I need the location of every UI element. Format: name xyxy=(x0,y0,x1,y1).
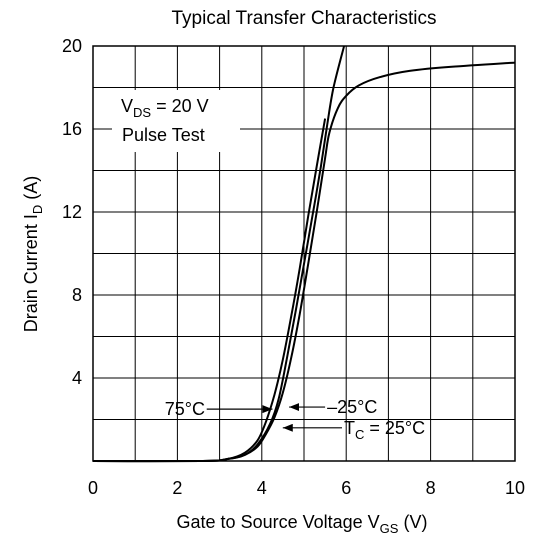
annotation-75c: 75°C xyxy=(165,399,273,419)
x-tick-label: 8 xyxy=(426,478,436,498)
y-tick-label: 12 xyxy=(62,202,82,222)
annotation-25c: TC = 25°C xyxy=(282,418,425,442)
conditions-box xyxy=(112,90,240,152)
condition-vds: VDS = 20 V xyxy=(121,96,209,120)
y-tick-label: 20 xyxy=(62,36,82,56)
annotation-label: –25°C xyxy=(327,397,377,417)
annotation-minus25c: –25°C xyxy=(289,397,377,417)
condition-pulse-test: Pulse Test xyxy=(122,125,205,145)
x-tick-label: 6 xyxy=(341,478,351,498)
x-tick-label: 0 xyxy=(88,478,98,498)
x-tick-label: 10 xyxy=(505,478,525,498)
tick-labels: 0 2 4 6 8 10 4 8 12 16 20 xyxy=(62,36,525,498)
x-axis-label: Gate to Source Voltage VGS (V) xyxy=(177,512,428,536)
y-tick-label: 8 xyxy=(72,285,82,305)
curve-25c xyxy=(92,61,516,463)
x-tick-label: 2 xyxy=(172,478,182,498)
y-axis-label: Drain Current ID (A) xyxy=(21,176,45,332)
plot-frame xyxy=(92,45,516,462)
annotation-label: TC = 25°C xyxy=(344,418,425,442)
y-tick-label: 4 xyxy=(72,368,82,388)
curves xyxy=(92,45,516,463)
curve-75c xyxy=(92,118,327,463)
y-tick-label: 16 xyxy=(62,119,82,139)
annotation-label: 75°C xyxy=(165,399,205,419)
annotations: 75°C –25°CTC = 25°C xyxy=(165,397,425,442)
x-tick-label: 4 xyxy=(257,478,267,498)
chart-title: Typical Transfer Characteristics xyxy=(171,8,436,29)
